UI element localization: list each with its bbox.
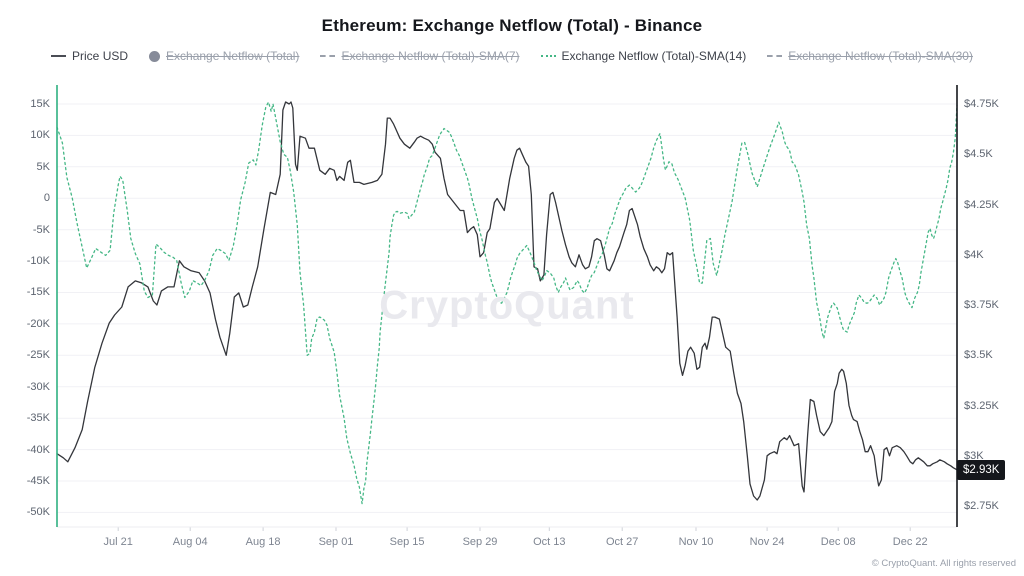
x-axis-tick-label: Dec 22 [892, 536, 928, 548]
left-axis-tick-label: -30K [26, 381, 50, 393]
legend-item-label: Exchange Netflow (Total) [166, 49, 300, 63]
x-axis-tick-label: Nov 10 [678, 536, 714, 548]
x-axis-tick-label: Nov 24 [749, 536, 785, 548]
right-axis-tick-label: $2.75K [964, 500, 999, 512]
dashed-legend-marker-icon [320, 55, 336, 57]
chart-title: Ethereum: Exchange Netflow (Total) - Bin… [321, 16, 703, 35]
x-axis-tick-label: Sep 01 [318, 536, 354, 548]
x-axis-tick-label: Dec 08 [820, 536, 856, 548]
x-axis-tick-label: Aug 04 [172, 536, 208, 548]
left-axis-tick-label: -20K [26, 318, 50, 330]
right-axis-tick-label: $4.25K [964, 199, 999, 211]
dashed-legend-marker-icon [767, 55, 783, 57]
left-axis-tick-label: -35K [26, 412, 50, 424]
x-axis-tick-label: Aug 18 [245, 536, 281, 548]
series-price-line [56, 101, 958, 501]
left-axis-tick-label: 15K [30, 98, 50, 110]
x-axis-tick-label: Sep 29 [462, 536, 498, 548]
right-axis-tick-label: $3.25K [964, 400, 999, 412]
series-netflow-sma14-line [56, 101, 958, 505]
right-axis-tick-label: $4K [964, 249, 984, 261]
circle-legend-marker-icon [149, 50, 161, 62]
left-axis-tick-label: -40K [26, 444, 50, 456]
legend-item-label: Exchange Netflow (Total)-SMA(7) [341, 49, 520, 63]
left-axis-tick-label: 5K [36, 161, 50, 173]
x-axis-tick-label: Oct 13 [533, 536, 566, 548]
cryptoquant-watermark: CryptoQuant [379, 283, 635, 328]
copyright-text: © CryptoQuant. All rights reserved [871, 558, 1016, 569]
left-axis-tick-label: -5K [32, 224, 50, 236]
legend-item-label: Exchange Netflow (Total)-SMA(14) [561, 49, 747, 63]
left-axis-tick-label: -25K [26, 349, 50, 361]
x-axis-tick-label: Sep 15 [389, 536, 425, 548]
right-axis-tick-label: $3K [964, 450, 984, 462]
left-axis-tick-label: -15K [26, 286, 50, 298]
right-axis-tick-label: $3.5K [964, 349, 993, 361]
right-axis-tick-label: $4.5K [964, 148, 993, 160]
legend-item-exchange-netflow-total[interactable]: Exchange Netflow (Total) [149, 49, 299, 63]
line-legend-marker-icon [51, 55, 67, 57]
legend: Price USD Exchange Netflow (Total) Exchang… [0, 49, 1024, 63]
dotted-legend-marker-icon [540, 55, 556, 57]
legend-item-exchange-netflow-total-sma-30[interactable]: Exchange Netflow (Total)-SMA(30) [767, 49, 973, 63]
legend-item-price-usd[interactable]: Price USD [51, 49, 128, 63]
right-axis-tick-label: $4.75K [964, 98, 999, 110]
current-price-badge: $2.93K [957, 460, 1006, 480]
left-axis-tick-label: -50K [26, 506, 50, 518]
legend-item-exchange-netflow-total-sma-7[interactable]: Exchange Netflow (Total)-SMA(7) [320, 49, 520, 63]
right-axis-tick-label: $3.75K [964, 299, 999, 311]
left-axis-tick-label: -45K [26, 475, 50, 487]
left-axis-tick-label: 0 [43, 192, 50, 204]
x-axis-tick-label: Jul 21 [103, 536, 133, 548]
legend-item-label: Price USD [72, 49, 129, 63]
legend-item-exchange-netflow-total-sma-14[interactable]: Exchange Netflow (Total)-SMA(14) [540, 49, 747, 63]
left-axis-tick-label: -10K [26, 255, 50, 267]
left-axis-tick-label: 10K [30, 129, 50, 141]
legend-item-label: Exchange Netflow (Total)-SMA(30) [788, 49, 973, 63]
x-axis-tick-label: Oct 27 [605, 536, 639, 548]
